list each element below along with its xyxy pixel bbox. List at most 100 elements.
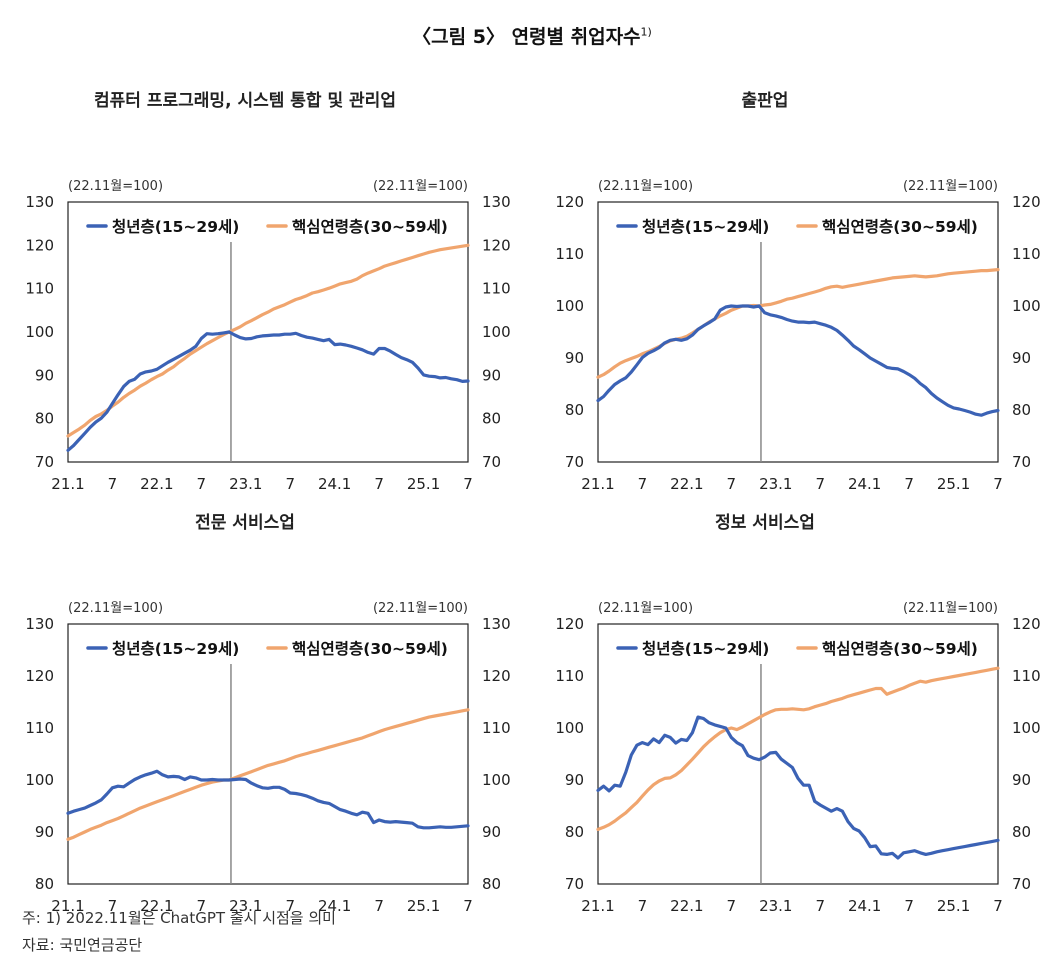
source-note: 자료: 국민연금공단 xyxy=(22,936,143,954)
legend-label-core: 핵심연령층(30~59세) xyxy=(292,639,448,658)
unit-label-left: (22.11월=100) xyxy=(68,601,163,616)
chart-panel-professional: 전문 서비스업 (22.11월=100) (22.11월=100) 80 80 90 90… xyxy=(0,508,510,915)
x-tick-label: 7 xyxy=(638,475,648,493)
legend-label-core: 핵심연령층(30~59세) xyxy=(822,217,978,236)
x-tick-label: 23.1 xyxy=(229,897,262,915)
x-tick-label: 7 xyxy=(638,897,648,915)
y-tick-label-left: 120 xyxy=(25,667,54,685)
x-tick-label: 7 xyxy=(108,897,118,915)
x-tick-label: 22.1 xyxy=(670,475,703,493)
x-tick-label: 25.1 xyxy=(407,897,440,915)
series-line-youth xyxy=(66,330,470,452)
figure-notes: 주: 1) 2022.11월은 ChatGPT 출시 시점을 의미 자료: 국민… xyxy=(22,905,336,959)
y-tick-label-right: 80 xyxy=(1012,823,1031,841)
y-tick-label-left: 90 xyxy=(35,366,54,384)
y-tick-label-right: 70 xyxy=(1012,875,1031,893)
y-tick-label-left: 130 xyxy=(25,193,54,211)
figure-title: 〈그림 5〉 연령별 취업자수1) xyxy=(0,22,1064,49)
x-tick-label: 7 xyxy=(904,897,914,915)
x-tick-label: 7 xyxy=(285,475,295,493)
unit-label-right: (22.11월=100) xyxy=(373,601,468,616)
y-tick-label-left: 90 xyxy=(565,349,584,367)
x-tick-label: 7 xyxy=(463,475,473,493)
x-tick-label: 7 xyxy=(727,897,737,915)
y-tick-label-right: 80 xyxy=(1012,401,1031,419)
chart-title: 전문 서비스업 xyxy=(195,513,295,533)
y-tick-label-left: 100 xyxy=(555,297,584,315)
legend-label-core: 핵심연령층(30~59세) xyxy=(292,217,448,236)
y-tick-label-right: 90 xyxy=(1012,349,1031,367)
y-tick-label-right: 90 xyxy=(482,823,501,841)
series-line-youth xyxy=(596,304,1000,417)
unit-label-left: (22.11월=100) xyxy=(68,179,163,194)
y-tick-label-right: 110 xyxy=(1012,245,1041,263)
x-tick-label: 7 xyxy=(904,475,914,493)
y-tick-label-left: 90 xyxy=(565,771,584,789)
series-line-youth xyxy=(66,769,470,830)
y-tick-label-left: 110 xyxy=(25,719,54,737)
x-tick-label: 21.1 xyxy=(51,475,84,493)
chart-title: 출판업 xyxy=(741,91,789,111)
y-tick-label-right: 110 xyxy=(482,280,511,298)
chart-panel-computer: 컴퓨터 프로그래밍, 시스템 통합 및 관리업 (22.11월=100) (22.… xyxy=(0,86,510,493)
y-tick-label-right: 90 xyxy=(1012,771,1031,789)
y-tick-label-right: 70 xyxy=(482,453,501,471)
x-tick-label: 21.1 xyxy=(581,475,614,493)
unit-label-right: (22.11월=100) xyxy=(903,601,998,616)
y-tick-label-right: 100 xyxy=(482,771,511,789)
x-tick-label: 7 xyxy=(374,897,384,915)
legend-label-core: 핵심연령층(30~59세) xyxy=(822,639,978,658)
unit-label-left: (22.11월=100) xyxy=(598,601,693,616)
y-tick-label-right: 100 xyxy=(1012,297,1041,315)
y-tick-label-right: 90 xyxy=(482,366,501,384)
x-tick-label: 7 xyxy=(993,897,1003,915)
x-tick-label: 21.1 xyxy=(581,897,614,915)
x-tick-label: 23.1 xyxy=(759,475,792,493)
plot-frame xyxy=(597,623,999,885)
chart-panel-information: 정보 서비스업 (22.11월=100) (22.11월=100) 70 70 80 80… xyxy=(530,508,1040,915)
y-tick-label-right: 110 xyxy=(482,719,511,737)
y-tick-label-right: 80 xyxy=(482,410,501,428)
x-tick-label: 23.1 xyxy=(759,897,792,915)
y-tick-label-left: 130 xyxy=(25,615,54,633)
chart-svg: (22.11월=100) (22.11월=100) 70 70 80 80 90 90 100 1… xyxy=(555,601,1040,915)
y-tick-label-left: 120 xyxy=(25,236,54,254)
chart-title: 컴퓨터 프로그래밍, 시스템 통합 및 관리업 xyxy=(94,91,396,111)
series-line-core xyxy=(66,708,470,841)
plot-frame xyxy=(67,623,469,885)
chart-svg: (22.11월=100) (22.11월=100) 70 70 80 80 90 90 100 1… xyxy=(555,179,1040,493)
y-tick-label-right: 80 xyxy=(482,875,501,893)
y-tick-label-left: 100 xyxy=(555,719,584,737)
y-tick-label-left: 70 xyxy=(565,453,584,471)
y-tick-label-left: 110 xyxy=(555,245,584,263)
y-tick-label-right: 130 xyxy=(482,615,511,633)
unit-label-right: (22.11월=100) xyxy=(903,179,998,194)
series-line-core xyxy=(66,243,470,438)
x-tick-label: 7 xyxy=(197,475,207,493)
x-tick-label: 7 xyxy=(463,897,473,915)
unit-label-right: (22.11월=100) xyxy=(373,179,468,194)
y-tick-label-right: 100 xyxy=(482,323,511,341)
y-tick-label-right: 70 xyxy=(1012,453,1031,471)
x-tick-label: 24.1 xyxy=(318,897,351,915)
x-tick-label: 7 xyxy=(815,475,825,493)
x-tick-label: 7 xyxy=(285,897,295,915)
legend-label-youth: 청년층(15~29세) xyxy=(112,639,239,658)
y-tick-label-right: 120 xyxy=(482,667,511,685)
y-tick-label-right: 120 xyxy=(1012,615,1041,633)
x-tick-label: 7 xyxy=(197,897,207,915)
y-tick-label-left: 100 xyxy=(25,771,54,789)
figure-title-text: 〈그림 5〉 연령별 취업자수 xyxy=(412,26,641,48)
plot-frame xyxy=(597,201,999,463)
y-tick-label-right: 100 xyxy=(1012,719,1041,737)
y-tick-label-left: 90 xyxy=(35,823,54,841)
y-tick-label-left: 80 xyxy=(35,410,54,428)
chart-svg: (22.11월=100) (22.11월=100) 80 80 90 90 100 100 11… xyxy=(25,601,510,915)
y-tick-label-left: 80 xyxy=(35,875,54,893)
y-tick-label-left: 70 xyxy=(35,453,54,471)
figure-title-footnote-mark: 1) xyxy=(640,25,652,39)
x-tick-label: 23.1 xyxy=(229,475,262,493)
chart-svg: (22.11월=100) (22.11월=100) 70 70 80 80 90 90 100 1… xyxy=(25,179,510,493)
y-tick-label-left: 120 xyxy=(555,615,584,633)
x-tick-label: 7 xyxy=(815,897,825,915)
